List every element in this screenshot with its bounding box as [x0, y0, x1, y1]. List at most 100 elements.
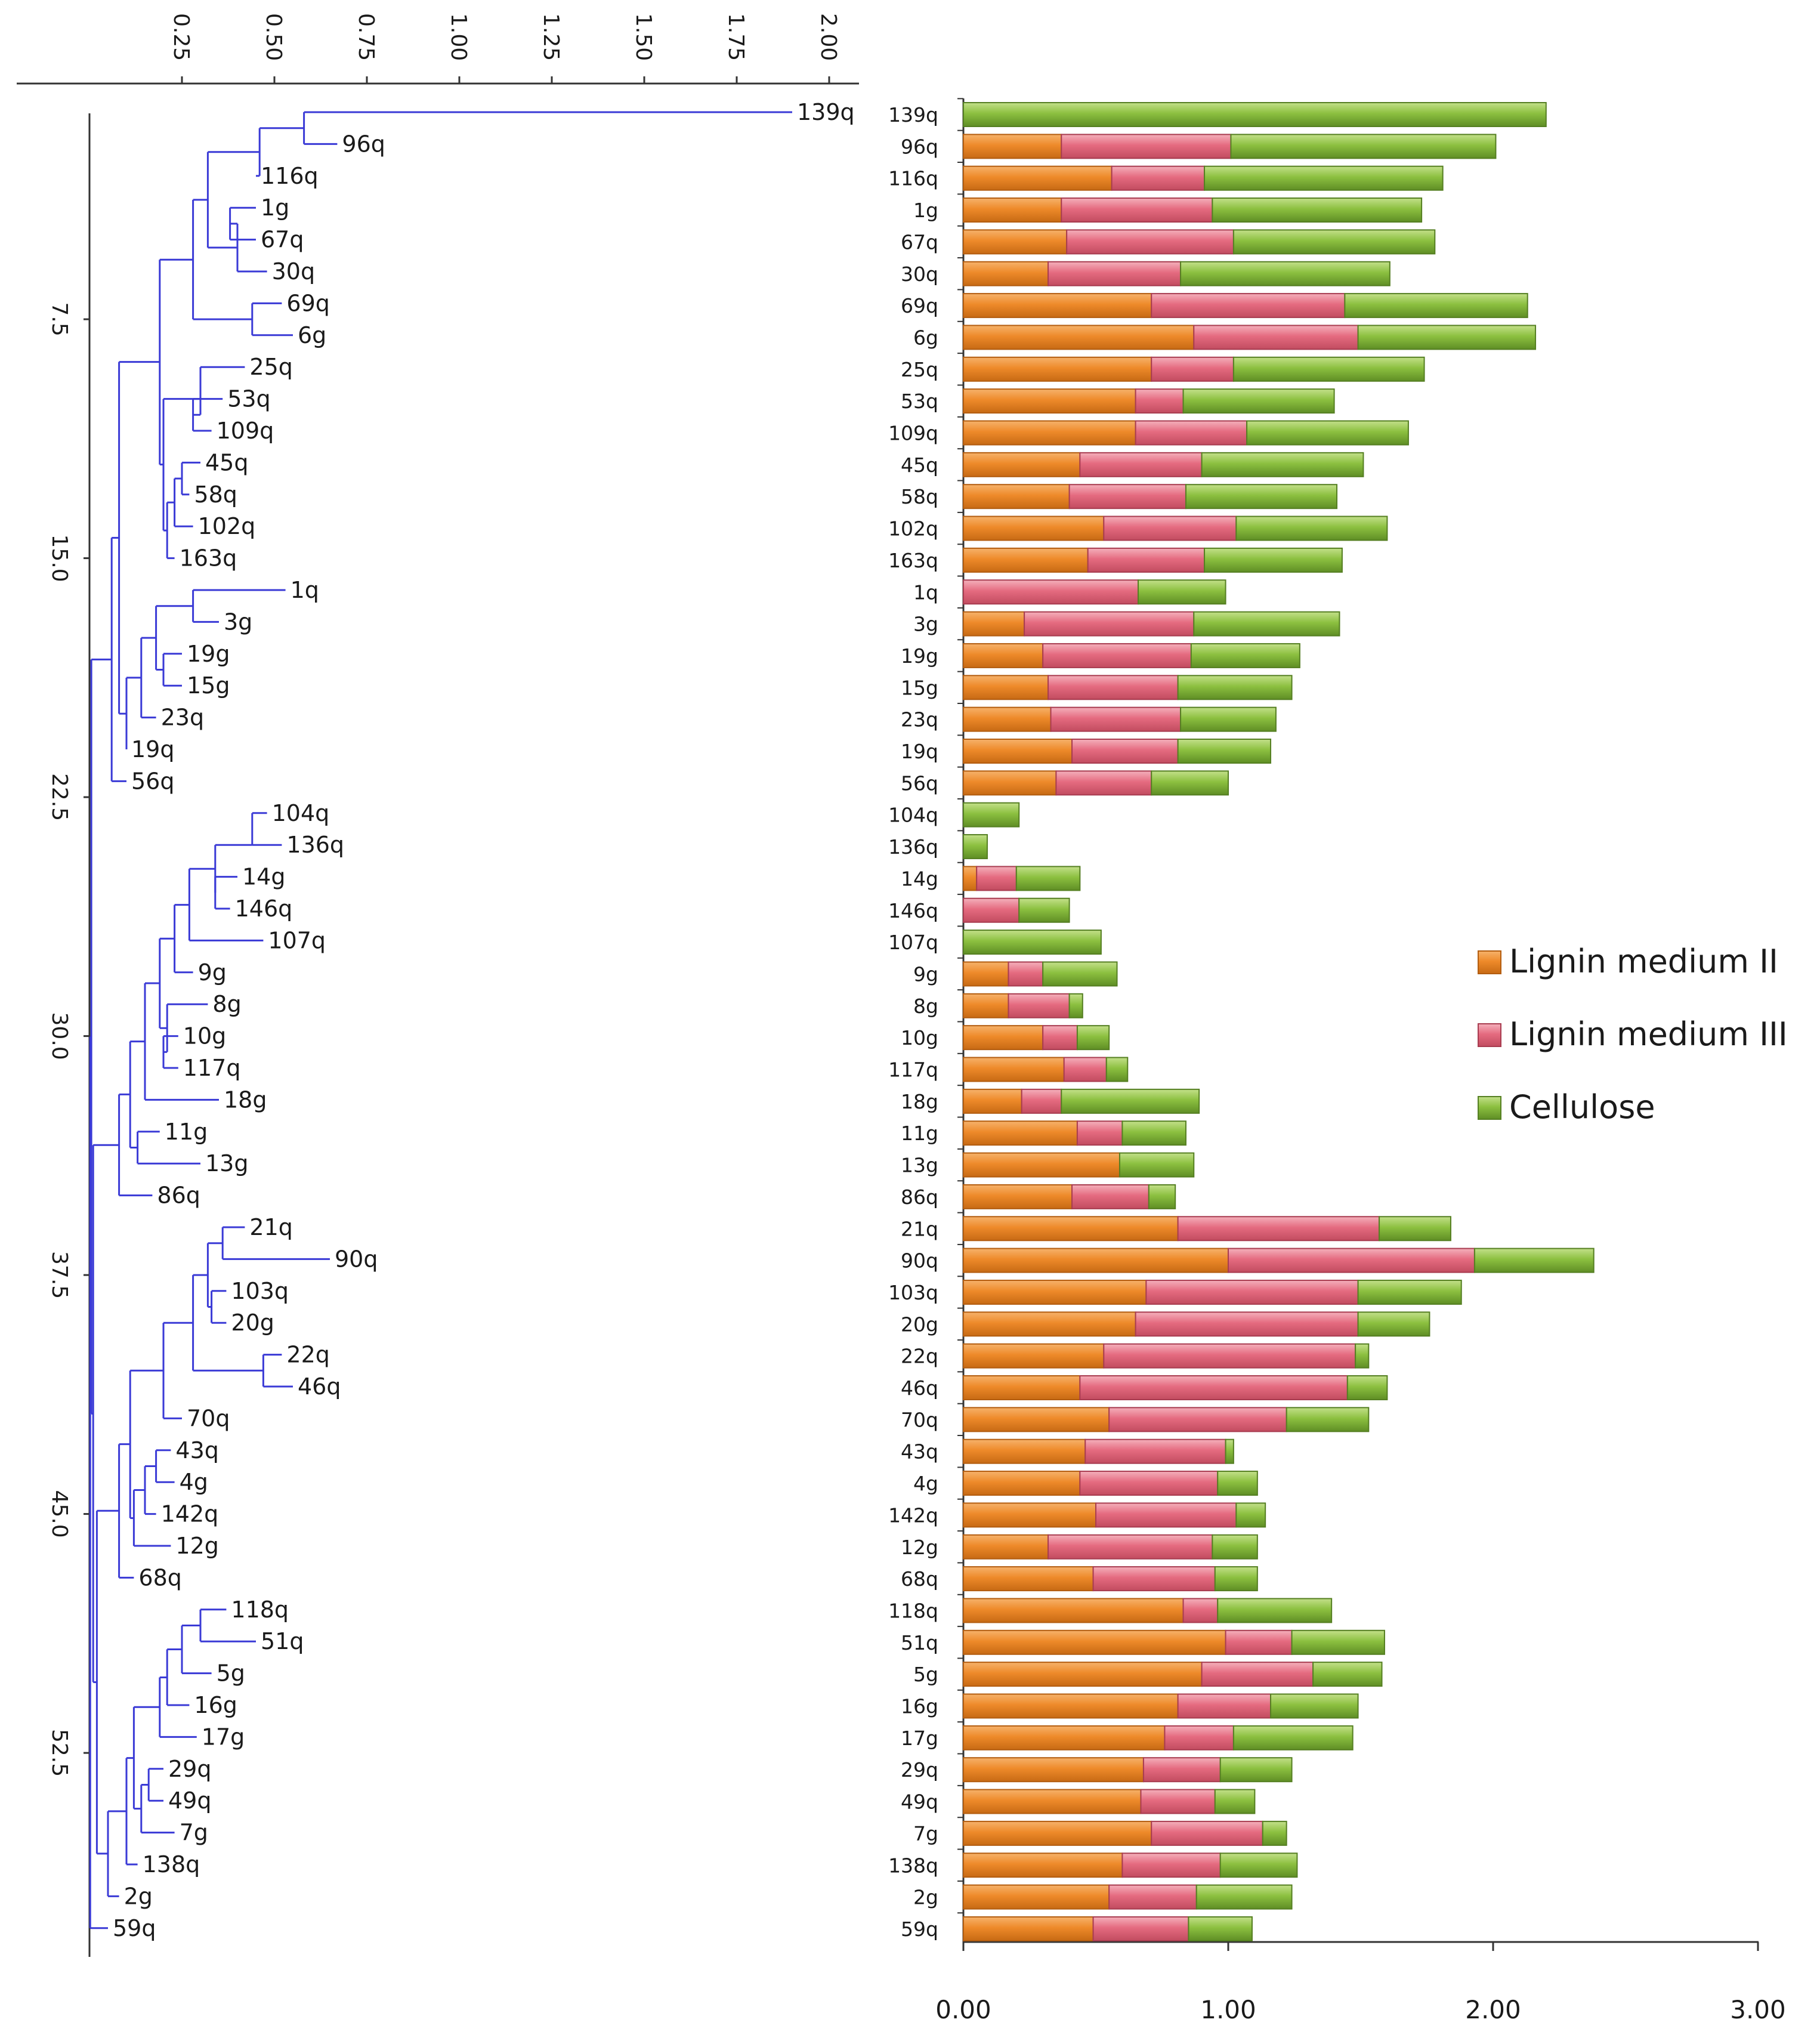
- leaf-label: 21q: [249, 1214, 292, 1240]
- bar-segment-lignin-medium-ii: [963, 739, 1073, 764]
- position-tick-label: 22.5: [47, 773, 72, 821]
- bar-segment-cellulose: [1151, 770, 1229, 796]
- legend-item-cellulose: Cellulose: [1478, 1088, 1655, 1126]
- bar-segment-lignin-medium-ii: [963, 1629, 1226, 1655]
- leaf-label: 103q: [231, 1278, 289, 1304]
- bar-segment-lignin-medium-ii: [963, 1662, 1203, 1687]
- bar-segment-lignin-medium-iii: [1071, 1184, 1150, 1209]
- bar-category-label: 16g: [901, 1695, 938, 1718]
- leaf-label: 15g: [187, 672, 230, 699]
- bar-segment-cellulose: [1232, 1725, 1354, 1750]
- bar-category-label: 102q: [888, 517, 938, 541]
- legend: Lignin medium II Lignin medium III Cellu…: [1478, 943, 1788, 1126]
- bar-category-label: 45q: [901, 453, 938, 477]
- bar-segment-lignin-medium-iii: [1079, 452, 1203, 477]
- bar-segment-lignin-medium-ii: [963, 388, 1136, 414]
- bar-category-label: 12g: [901, 1536, 938, 1559]
- bar-segment-cellulose: [1270, 1693, 1359, 1719]
- bar-category-label: 30q: [901, 263, 938, 286]
- leaf-label: 1g: [261, 194, 289, 221]
- legend-swatch-cellulose: [1478, 1096, 1501, 1120]
- bar-segment-lignin-medium-ii: [963, 1152, 1120, 1178]
- bar-category-label: 116q: [888, 167, 938, 190]
- bar-segment-lignin-medium-iii: [1061, 134, 1232, 159]
- bar-segment-cellulose: [1201, 452, 1364, 477]
- bar-segment-lignin-medium-iii: [1092, 1916, 1189, 1941]
- bar-segment-lignin-medium-ii: [963, 229, 1068, 255]
- bar-segment-cellulose: [1118, 1152, 1195, 1178]
- bar-segment-lignin-medium-ii: [963, 1693, 1179, 1719]
- leaf-label: 116q: [261, 163, 319, 189]
- position-tick-label: 45.0: [47, 1490, 72, 1538]
- bar-category-label: 70q: [901, 1408, 938, 1431]
- leaf-label: 59q: [113, 1915, 156, 1941]
- legend-item-lignin-medium-iii: Lignin medium III: [1478, 1015, 1788, 1053]
- bar-category-label: 17g: [901, 1727, 938, 1750]
- leaf-label: 2g: [124, 1883, 153, 1909]
- bar-segment-lignin-medium-ii: [963, 1438, 1086, 1464]
- bar-category-label: 21q: [901, 1217, 938, 1240]
- bar-category-label: 4g: [913, 1472, 938, 1495]
- bar-segment-cellulose: [1138, 579, 1226, 605]
- bar-segment-cellulose: [1068, 993, 1083, 1018]
- bar-segment-cellulose: [963, 802, 1020, 828]
- leaf-label: 19q: [131, 736, 174, 762]
- bar-segment-cellulose: [963, 102, 1547, 127]
- bar-segment-cellulose: [1219, 1852, 1298, 1878]
- bar-segment-lignin-medium-iii: [1008, 993, 1070, 1018]
- bar-segment-lignin-medium-iii: [1111, 165, 1206, 191]
- leaf-label: 146q: [235, 896, 293, 922]
- bar-segment-lignin-medium-iii: [1042, 1025, 1078, 1051]
- bar-segment-lignin-medium-iii: [1182, 1598, 1219, 1623]
- distance-tick-label: 1.25: [539, 13, 563, 61]
- leaf-label: 46q: [298, 1373, 341, 1400]
- bar-segment-lignin-medium-ii: [963, 1502, 1096, 1528]
- bar-category-label: 6g: [913, 326, 938, 349]
- bar-category-label: 138q: [888, 1854, 938, 1877]
- bar-segment-lignin-medium-iii: [1050, 706, 1182, 732]
- dendrogram-axes: 0.25 0.50 0.75 1.00 1.25 1.50 1.75 2.00 7.5 15.0…: [17, 13, 859, 1957]
- bar-segment-cellulose: [1182, 388, 1335, 414]
- leaf-label: 117q: [183, 1055, 241, 1081]
- bar-segment-lignin-medium-ii: [963, 261, 1049, 286]
- bar-segment-lignin-medium-iii: [1076, 1120, 1123, 1146]
- bar-category-label: 13g: [901, 1154, 938, 1177]
- bar-segment-lignin-medium-ii: [963, 1852, 1123, 1878]
- bar-segment-cellulose: [963, 834, 988, 860]
- distance-tick-label: 1.50: [631, 13, 656, 61]
- leaf-label: 136q: [286, 832, 344, 858]
- bar-value-tick-label: 0.00: [935, 1995, 991, 2024]
- leaf-label: 4g: [180, 1469, 208, 1495]
- bar-category-label: 136q: [888, 835, 938, 859]
- bar-segment-lignin-medium-ii: [963, 1820, 1152, 1846]
- bar-segment-lignin-medium-iii: [1201, 1662, 1314, 1687]
- bar-segment-lignin-medium-ii: [963, 706, 1052, 732]
- leaf-label: 6g: [298, 322, 326, 348]
- leaf-label: 58q: [194, 481, 237, 508]
- bar-category-label: 59q: [901, 1918, 938, 1941]
- bar-segment-lignin-medium-iii: [1063, 1057, 1107, 1082]
- bar-segment-cellulose: [1214, 1566, 1258, 1592]
- bar-segment-lignin-medium-iii: [1047, 1534, 1213, 1560]
- distance-tick-label: 2.00: [816, 13, 841, 61]
- bar-segment-lignin-medium-ii: [963, 1884, 1110, 1910]
- leaf-label: 142q: [161, 1501, 219, 1527]
- bar-segment-lignin-medium-iii: [976, 866, 1017, 891]
- leaf-label: 9g: [198, 959, 227, 986]
- leaf-label: 67q: [261, 227, 304, 253]
- bar-segment-lignin-medium-ii: [963, 1916, 1094, 1941]
- bar-segment-lignin-medium-iii: [1142, 1757, 1221, 1783]
- bar-category-label: 19g: [901, 644, 938, 668]
- bar-segment-cellulose: [1355, 1343, 1370, 1369]
- bar-segment-cellulose: [1230, 134, 1497, 159]
- bar-segment-lignin-medium-ii: [963, 643, 1044, 668]
- bar-category-label: 103q: [888, 1281, 938, 1304]
- bar-segment-lignin-medium-ii: [963, 134, 1062, 159]
- position-axis-ticks: 7.5 15.0 22.5 30.0 37.5 45.0 52.5: [47, 302, 89, 1777]
- bar-segment-lignin-medium-ii: [963, 611, 1025, 637]
- leaf-label: 107q: [268, 927, 326, 953]
- bar-segment-lignin-medium-ii: [963, 293, 1152, 319]
- bar-category-label: 104q: [888, 804, 938, 827]
- bar-segment-lignin-medium-iii: [1177, 1216, 1380, 1242]
- bar-category-label: 68q: [901, 1567, 938, 1591]
